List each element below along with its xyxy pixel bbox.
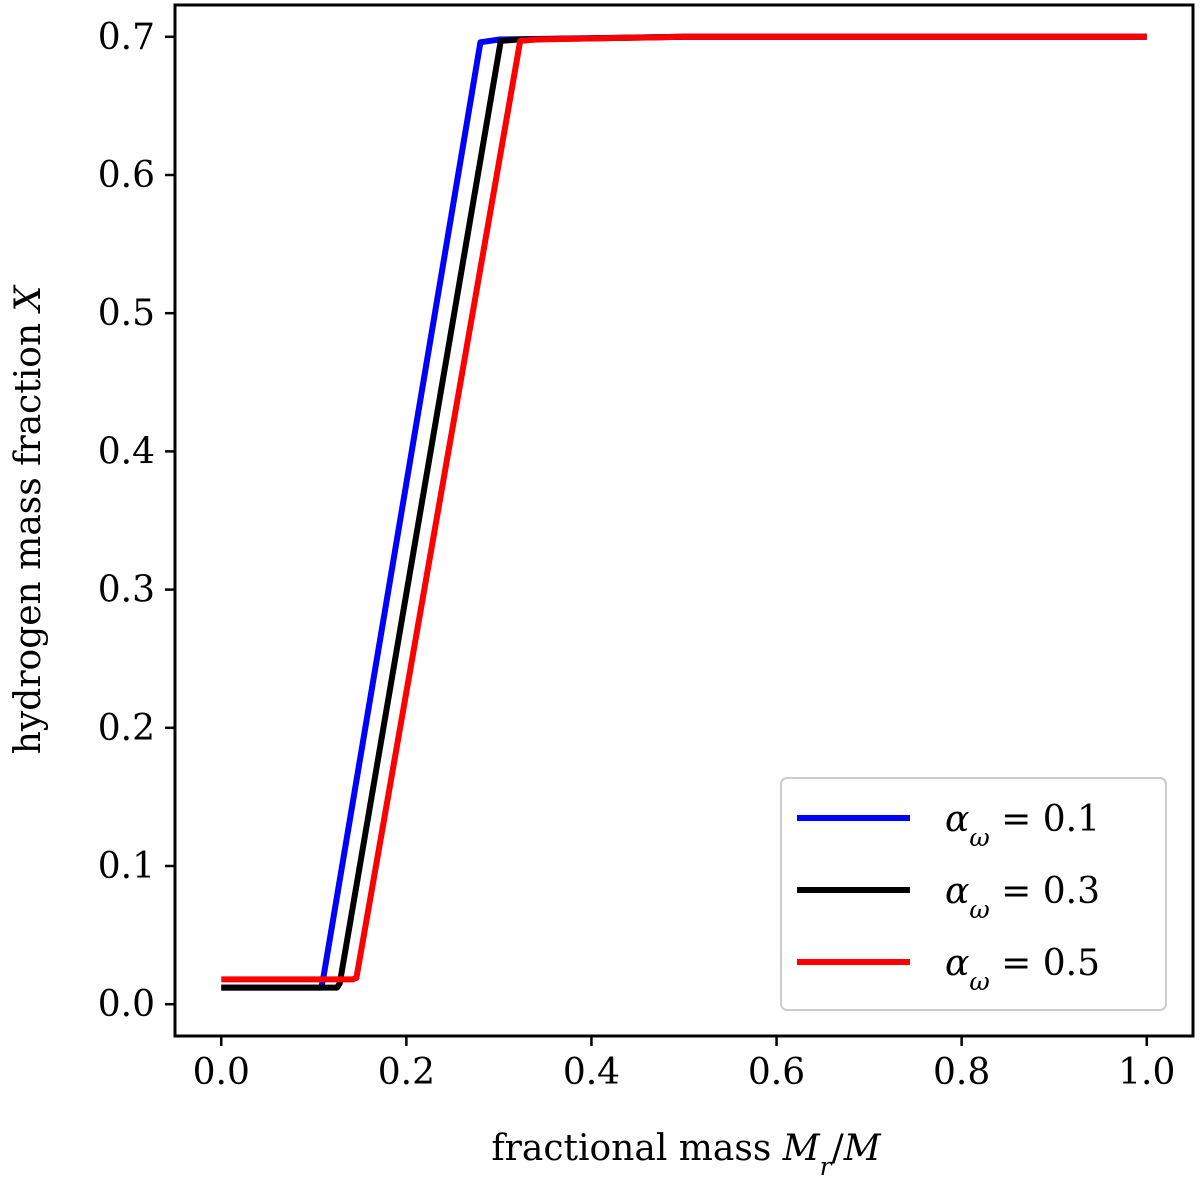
legend-box — [780, 777, 1167, 1011]
x-axis-label: fractional mass Mr/M — [491, 1128, 881, 1181]
x-axis-ticks: 0.0 0.2 0.4 0.6 0.8 1.0 — [193, 1036, 1175, 1093]
x-tick-label: 0.6 — [748, 1052, 805, 1093]
legend-label-2: αω = 0.3 — [945, 871, 1100, 924]
legend-label-3: αω = 0.5 — [945, 943, 1100, 996]
y-tick-label: 0.4 — [98, 431, 155, 472]
series-line-3 — [221, 33, 1147, 983]
y-tick-label: 0.6 — [98, 155, 155, 196]
y-axis-label: hydrogen mass fraction X — [8, 284, 49, 754]
y-tick-label: 0.5 — [98, 293, 155, 334]
x-tick-label: 0.2 — [378, 1052, 435, 1093]
x-tick-label: 0.8 — [933, 1052, 990, 1093]
legend: αω = 0.1 αω = 0.3 αω = 0.5 — [780, 777, 1167, 1011]
legend-label-1: αω = 0.1 — [945, 799, 1100, 852]
y-tick-label: 0.2 — [98, 708, 155, 749]
plot-frame — [173, 3, 1195, 1038]
y-tick-label: 0.0 — [98, 984, 155, 1025]
series-lines — [221, 33, 1147, 991]
y-tick-label: 0.7 — [98, 17, 155, 58]
y-tick-label: 0.3 — [98, 570, 155, 611]
x-tick-label: 1.0 — [1118, 1052, 1175, 1093]
y-tick-label: 0.1 — [98, 846, 155, 887]
x-tick-label: 0.0 — [193, 1052, 250, 1093]
x-tick-label: 0.4 — [563, 1052, 620, 1093]
y-axis-ticks: 0.0 0.1 0.2 0.3 0.4 0.5 0.6 0.7 — [98, 17, 175, 1025]
